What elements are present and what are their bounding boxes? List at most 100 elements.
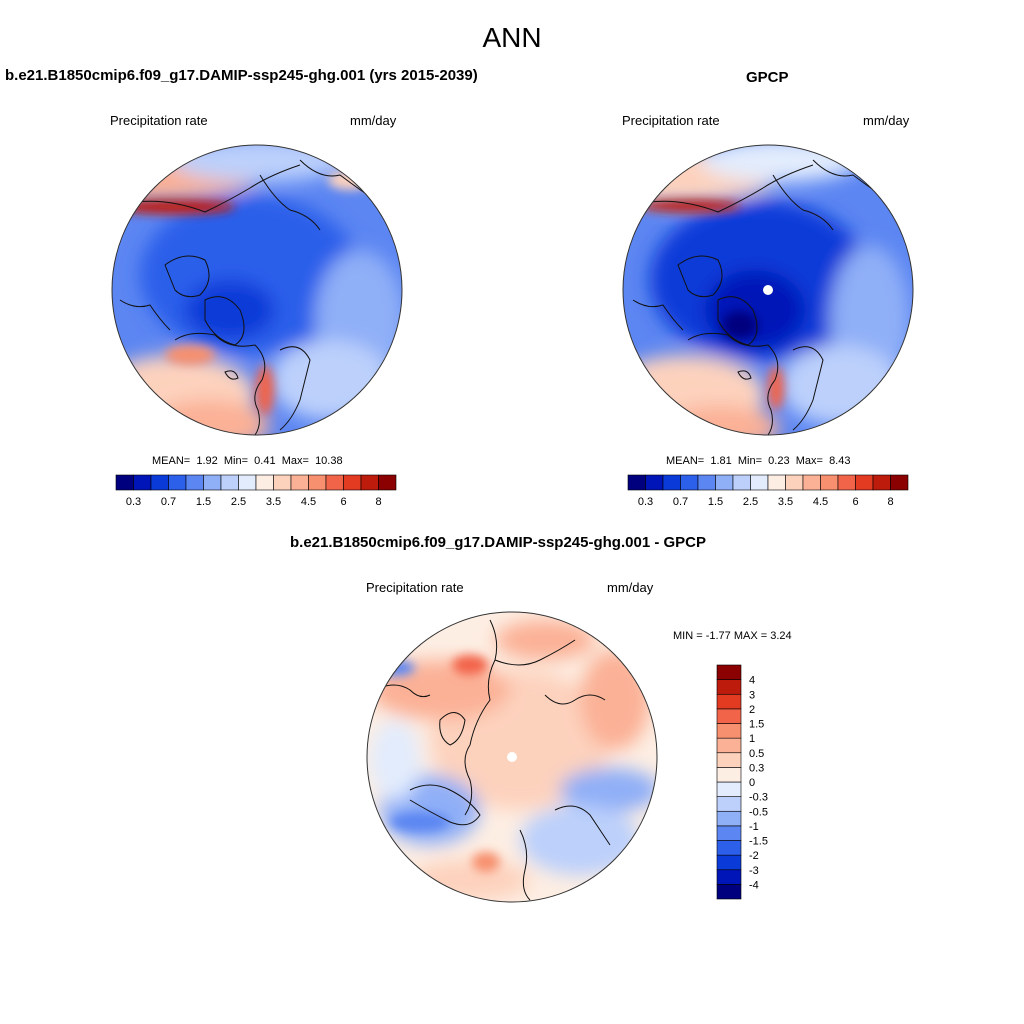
panel-1-variable-label: Precipitation rate — [110, 113, 208, 128]
panel-1-title: b.e21.B1850cmip6.f09_g17.DAMIP-ssp245-gh… — [5, 67, 478, 84]
colorbar-3-swatch — [716, 708, 742, 724]
colorbar-1-tick-label: 1.5 — [196, 496, 211, 508]
colorbar-1-swatch — [255, 474, 274, 491]
colorbar-1-swatch — [273, 474, 292, 491]
map-2-boundary — [622, 144, 914, 436]
colorbar-1-swatch — [150, 474, 169, 491]
colorbar-3-tick-label: 2 — [749, 704, 755, 716]
map-2-pole-mask — [763, 285, 773, 295]
colorbar-3-swatch — [716, 679, 742, 695]
panel-2-max-value: 8.43 — [829, 455, 851, 467]
colorbar-2-tick-label: 8 — [887, 496, 893, 508]
colorbar-1-swatch — [220, 474, 239, 491]
colorbar-2-swatch — [837, 474, 856, 491]
colorbar-3-swatch — [716, 723, 742, 739]
colorbar-1-swatch — [168, 474, 187, 491]
colorbar-panel-3: -4 -3 -2 -1.5 -1 -0.5 -0.3 0 0.3 0.5 1 1.5 2 3 4 — [716, 664, 768, 900]
season-title: ANN — [482, 22, 542, 53]
colorbar-1-tick-label: 4.5 — [301, 496, 316, 508]
colorbar-3-tick-label: -2 — [749, 850, 759, 862]
colorbar-2-swatch — [627, 474, 646, 491]
colorbar-3-swatch — [716, 840, 742, 856]
panel-2-mean-value: 1.81 — [710, 455, 732, 467]
panel-2-max-label: Max= — [795, 455, 823, 467]
colorbar-3-swatch — [716, 767, 742, 783]
panel-2-min-label: Min= — [737, 455, 763, 467]
colorbar-3-tick-label: -1 — [749, 821, 759, 833]
colorbar-3-swatch — [716, 796, 742, 812]
colorbar-1-tick-label: 2.5 — [231, 496, 246, 508]
colorbar-1-swatch — [133, 474, 152, 491]
colorbar-3-swatch — [716, 810, 742, 827]
map-3-pole-mask — [507, 752, 517, 762]
colorbar-3-swatch — [716, 752, 742, 768]
colorbar-3-tick-label: -3 — [749, 865, 759, 877]
colorbar-3-swatch — [716, 854, 742, 871]
panel-1-min-value: 0.41 — [254, 455, 276, 467]
colorbar-1-tick-label: 3.5 — [266, 496, 281, 508]
colorbar-2-swatch — [890, 474, 909, 491]
colorbar-3-tick-label: 1.5 — [749, 719, 764, 731]
panel-1-min-label: Min= — [223, 455, 249, 467]
colorbar-3-swatch — [716, 737, 742, 754]
map-1-boundary — [111, 144, 403, 436]
map-panel-2 — [622, 144, 914, 436]
colorbar-2-tick-label: 0.3 — [638, 496, 653, 508]
colorbar-3-tick-label: -0.5 — [749, 806, 768, 818]
colorbar-3-swatch — [716, 825, 742, 841]
colorbar-2-swatch — [785, 474, 804, 491]
colorbar-3-swatch — [716, 869, 742, 885]
panel-1-max-value: 10.38 — [315, 455, 343, 467]
colorbar-3-tick-label: 0.5 — [749, 748, 764, 760]
colorbar-3-swatch — [716, 781, 742, 797]
colorbar-2-swatch — [872, 474, 891, 491]
panel-2-min-value: 0.23 — [768, 455, 790, 467]
colorbar-3-swatch — [716, 664, 742, 680]
panel-1-units-label: mm/day — [350, 113, 397, 128]
colorbar-1-swatch — [238, 474, 257, 491]
colorbar-3-tick-label: -0.3 — [749, 792, 768, 804]
panel-1-mean-label: MEAN= — [152, 455, 191, 467]
colorbar-2-swatch — [750, 474, 769, 491]
colorbar-2-swatch — [645, 474, 664, 491]
colorbar-1-swatch — [203, 474, 222, 491]
colorbar-2-swatch — [732, 474, 751, 491]
panel-2-stats: MEAN= 1.81 Min= 0.23 Max= 8.43 — [666, 455, 850, 467]
panel-2-mean-label: MEAN= — [666, 455, 705, 467]
panel-3-stats: MIN = -1.77 MAX = 3.24 — [673, 630, 792, 642]
colorbar-2-swatch — [662, 474, 681, 491]
colorbar-2-tick-label: 3.5 — [778, 496, 793, 508]
panel-3-units-label: mm/day — [607, 580, 654, 595]
colorbar-2-swatch — [855, 474, 874, 491]
colorbar-1-swatch — [115, 474, 134, 491]
colorbar-2-tick-label: 0.7 — [673, 496, 688, 508]
colorbar-1-tick-label: 0.7 — [161, 496, 176, 508]
map-panel-3 — [366, 611, 658, 903]
colorbar-panel-2: 0.3 0.7 1.5 2.5 3.5 4.5 6 8 — [627, 474, 909, 508]
colorbar-1-swatch — [378, 474, 397, 491]
panel-1-mean-value: 1.92 — [196, 455, 218, 467]
panel-2-variable-label: Precipitation rate — [622, 113, 720, 128]
colorbar-panel-1: 0.3 0.7 1.5 2.5 3.5 4.5 6 8 — [115, 474, 397, 508]
colorbar-2-tick-label: 1.5 — [708, 496, 723, 508]
colorbar-1-swatch — [325, 474, 344, 491]
colorbar-2-swatch — [697, 474, 716, 491]
colorbar-1-swatch — [360, 474, 379, 491]
colorbar-3-tick-label: 0.3 — [749, 762, 764, 774]
panel-1-stats: MEAN= 1.92 Min= 0.41 Max= 10.38 — [152, 455, 343, 467]
map-panel-1 — [111, 144, 403, 436]
colorbar-2-tick-label: 6 — [852, 496, 858, 508]
colorbar-1-swatch — [308, 474, 327, 491]
panel-2-units-label: mm/day — [863, 113, 910, 128]
colorbar-1-tick-label: 0.3 — [126, 496, 141, 508]
colorbar-2-swatch — [715, 474, 734, 491]
colorbar-3-tick-label: 0 — [749, 777, 755, 789]
colorbar-1-swatch — [185, 474, 204, 491]
colorbar-3-swatch — [716, 693, 742, 710]
colorbar-2-swatch — [820, 474, 839, 491]
colorbar-2-swatch — [802, 474, 821, 491]
colorbar-2-swatch — [767, 474, 786, 491]
panel-3-variable-label: Precipitation rate — [366, 580, 464, 595]
colorbar-3-tick-label: 3 — [749, 689, 755, 701]
colorbar-3-tick-label: 1 — [749, 733, 755, 745]
